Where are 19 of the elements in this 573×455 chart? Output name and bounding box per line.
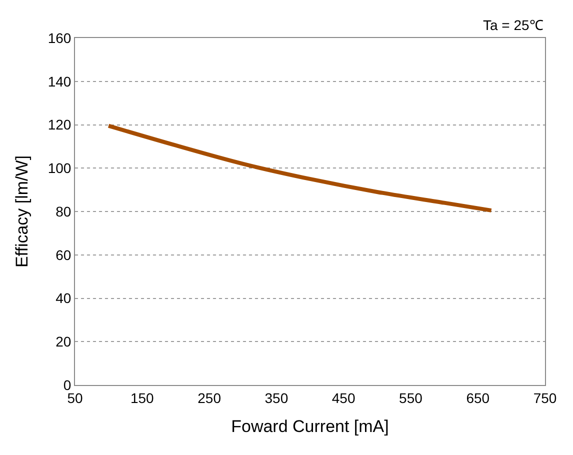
y-tick-label: 160 [48, 30, 72, 46]
x-tick-label: 650 [466, 390, 490, 406]
y-tick-label: 20 [56, 334, 72, 350]
x-tick-label: 350 [264, 390, 288, 406]
y-tick-label: 80 [56, 203, 72, 220]
x-tick-label: 250 [198, 390, 222, 406]
y-tick-label: 60 [56, 246, 72, 263]
y-tick-label: 100 [48, 160, 72, 176]
text: Ta = 25℃ [483, 17, 544, 33]
y-tick-label: 40 [56, 290, 72, 306]
y-tick-label: 120 [48, 116, 72, 133]
x-tick-label: 750 [533, 390, 557, 406]
y-tick-label: 140 [48, 73, 72, 90]
line-series [106, 124, 494, 212]
x-tick-label: 550 [399, 390, 423, 406]
x-axis-title: Foward Current [mA] [231, 417, 389, 436]
x-tick-label: 450 [332, 390, 356, 406]
x-tick-label: 150 [130, 390, 154, 406]
y-axis-title: Efficacy [lm/W] [12, 155, 32, 268]
